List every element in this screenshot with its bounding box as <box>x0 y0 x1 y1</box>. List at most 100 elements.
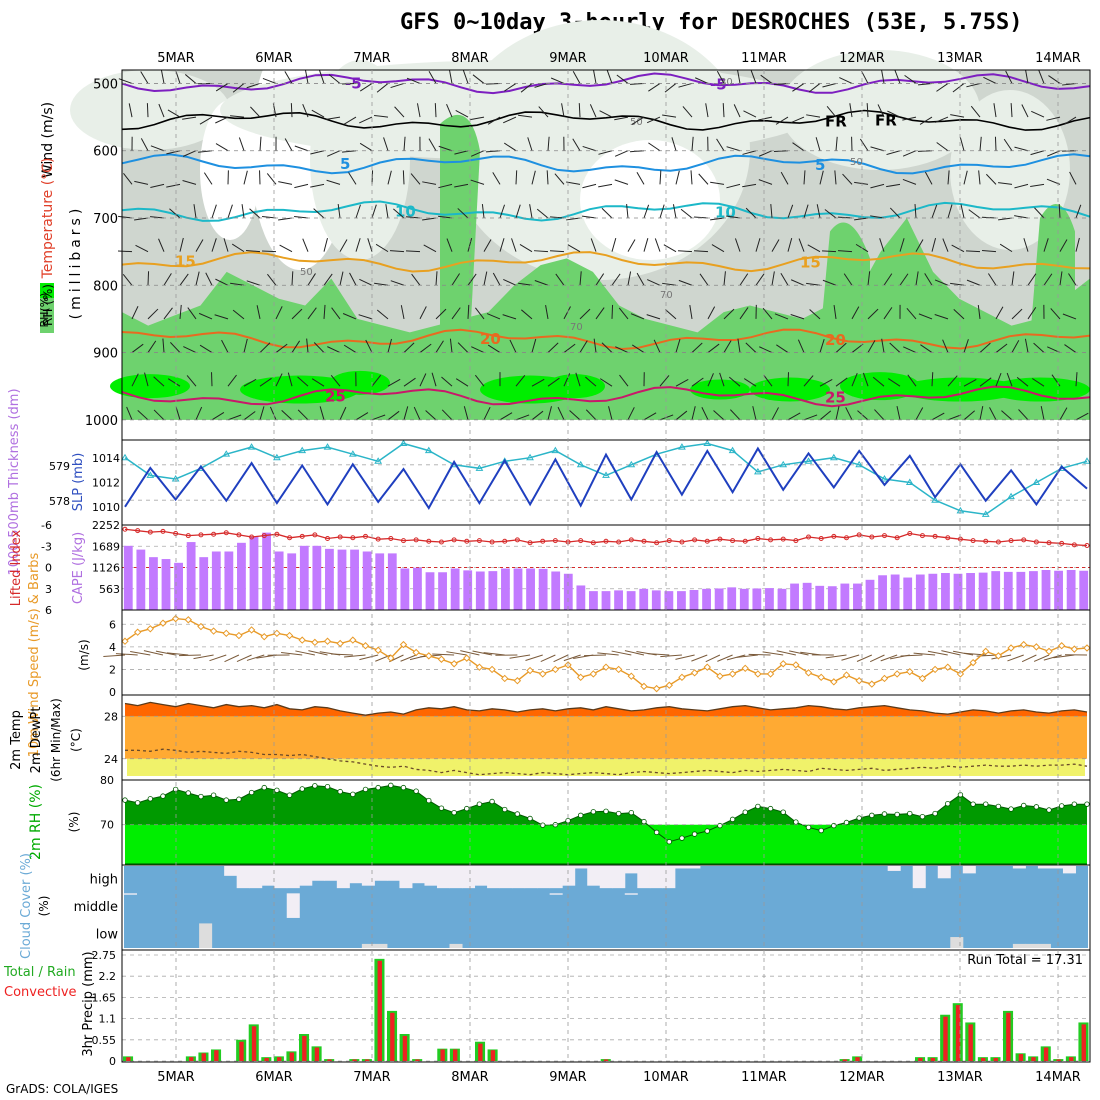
precip-conv-bar <box>264 1057 269 1061</box>
wind-barb <box>627 271 632 286</box>
wind-barb <box>787 204 794 219</box>
cloud-high-gap <box>299 866 313 886</box>
wind-barb <box>134 180 149 185</box>
precip-conv-bar <box>189 1057 194 1061</box>
panel-frame <box>121 609 1091 696</box>
wind-barb <box>448 69 453 84</box>
wind-barb <box>691 136 694 151</box>
wind-barb <box>834 170 837 185</box>
wind-speed-point <box>475 663 484 671</box>
wind-barb <box>117 250 133 253</box>
li-ylabel: Lifted Index <box>9 529 24 606</box>
wind-barb <box>339 271 344 286</box>
wind-barb <box>902 116 917 121</box>
li-point <box>831 533 837 539</box>
wind-barb <box>678 82 693 88</box>
wind-barb <box>531 338 537 353</box>
wind-barb <box>166 183 181 188</box>
wind-barb <box>595 273 605 286</box>
wind-barb <box>470 150 485 157</box>
rh-point <box>666 839 672 845</box>
wind-barb <box>160 69 165 84</box>
thickness-tick: 578 <box>49 495 70 508</box>
isotherm-label: 5 <box>815 156 825 174</box>
wind-barb <box>250 106 261 118</box>
wind-barb <box>278 181 293 185</box>
rh-point <box>970 801 976 807</box>
cape-tick: 2252 <box>92 519 120 532</box>
rh-point <box>274 787 280 793</box>
wind-speed-point <box>387 654 395 662</box>
wind-barb <box>579 340 588 353</box>
cloud-low-gap <box>950 937 964 948</box>
li-tick: 3 <box>45 583 52 596</box>
wind-barb <box>759 346 773 354</box>
rh-point <box>299 786 305 792</box>
wind-barb <box>866 103 869 118</box>
wind-barb <box>467 237 473 252</box>
precip-conv-bar <box>918 1057 923 1061</box>
wind-barb <box>150 183 165 189</box>
li-point <box>1059 540 1065 546</box>
cloud-unit: (%) <box>37 896 51 917</box>
wind-barb <box>406 216 421 219</box>
li-point <box>1021 537 1027 543</box>
wind-barb <box>579 271 582 286</box>
pressure-tick-label: 900 <box>93 347 118 362</box>
rh-contour-label: 50 <box>850 157 863 168</box>
rh-point <box>907 810 913 817</box>
wind-barb <box>223 238 229 252</box>
slp-tick: 1012 <box>92 477 120 490</box>
temp-panel: 28 24 <box>104 701 1090 776</box>
wind-barb <box>872 376 885 387</box>
li-point <box>287 535 293 541</box>
wind-barb-10m <box>460 650 480 656</box>
cape-bar <box>375 553 385 610</box>
wind-barb <box>578 103 581 118</box>
rh-point <box>577 812 584 819</box>
li-point <box>780 536 786 542</box>
wind-barb <box>653 339 661 353</box>
wind-barb-10m <box>446 651 467 656</box>
wind-barb <box>451 273 460 286</box>
cape-bar <box>878 575 887 610</box>
wind-barb <box>601 207 613 219</box>
cloud-high-gap <box>224 866 238 876</box>
rh-point <box>426 797 432 804</box>
cloud-high-gap <box>474 866 488 886</box>
date-label-bottom: 12MAR <box>839 1070 885 1085</box>
wind-speed-point <box>121 637 129 645</box>
cloud-high-gap <box>386 866 400 881</box>
wind-barb <box>963 379 977 387</box>
wind-barb <box>492 272 501 286</box>
wind-barb <box>582 183 597 189</box>
wind-barb-10m <box>941 650 961 656</box>
cape-bar <box>664 591 674 610</box>
wind-barb <box>387 170 392 185</box>
li-point <box>704 538 710 544</box>
wind-barb <box>134 217 149 221</box>
precip-conv-bar <box>842 1059 848 1061</box>
wind-barb <box>870 146 885 152</box>
thickness-point <box>829 453 838 461</box>
wind-barb <box>475 307 485 320</box>
wind-barb <box>435 308 447 320</box>
wind-barb <box>931 237 937 252</box>
date-label-bottom: 7MAR <box>353 1070 390 1085</box>
wind-speed-point <box>956 670 965 678</box>
wind-barb <box>877 104 885 118</box>
wind-barb <box>1059 271 1063 286</box>
cape-bar <box>765 588 774 610</box>
li-point <box>185 533 191 539</box>
wind-barb <box>1005 70 1013 84</box>
wind-barb <box>454 150 469 155</box>
li-point <box>818 535 824 541</box>
wind-barb-10m <box>1033 654 1050 662</box>
wind-barb <box>722 103 725 118</box>
date-label-top: 14MAR <box>1035 51 1081 66</box>
wind-barb <box>579 308 591 320</box>
pressure-tick-label: 800 <box>93 279 118 294</box>
cape-bar <box>299 545 309 610</box>
wind-barb <box>284 138 293 151</box>
wind-barb <box>952 83 965 93</box>
